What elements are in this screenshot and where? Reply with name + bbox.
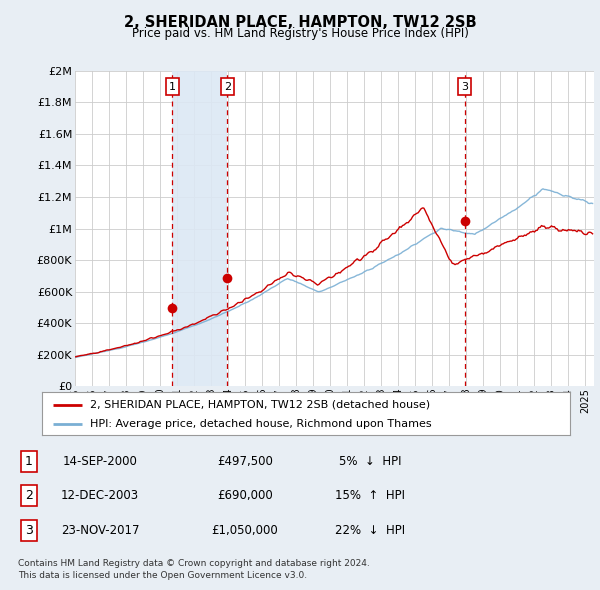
Text: 23-NOV-2017: 23-NOV-2017 [61,523,139,536]
Bar [172,71,227,386]
Text: 5%  ↓  HPI: 5% ↓ HPI [339,455,401,468]
Text: This data is licensed under the Open Government Licence v3.0.: This data is licensed under the Open Gov… [18,571,307,579]
Text: Contains HM Land Registry data © Crown copyright and database right 2024.: Contains HM Land Registry data © Crown c… [18,559,370,568]
Text: 14-SEP-2000: 14-SEP-2000 [62,455,137,468]
Text: £1,050,000: £1,050,000 [212,523,278,536]
Text: 1: 1 [169,81,176,91]
Text: 12-DEC-2003: 12-DEC-2003 [61,489,139,502]
Text: £497,500: £497,500 [217,455,273,468]
Text: 2, SHERIDAN PLACE, HAMPTON, TW12 2SB (detached house): 2, SHERIDAN PLACE, HAMPTON, TW12 2SB (de… [89,399,430,409]
Text: 15%  ↑  HPI: 15% ↑ HPI [335,489,405,502]
Text: 2: 2 [25,489,33,502]
Text: 3: 3 [25,523,33,536]
Text: 1: 1 [25,455,33,468]
Text: 2, SHERIDAN PLACE, HAMPTON, TW12 2SB: 2, SHERIDAN PLACE, HAMPTON, TW12 2SB [124,15,476,30]
Text: 3: 3 [461,81,468,91]
Text: Price paid vs. HM Land Registry's House Price Index (HPI): Price paid vs. HM Land Registry's House … [131,27,469,40]
Text: 2: 2 [224,81,231,91]
Text: 22%  ↓  HPI: 22% ↓ HPI [335,523,405,536]
Text: £690,000: £690,000 [217,489,273,502]
Text: HPI: Average price, detached house, Richmond upon Thames: HPI: Average price, detached house, Rich… [89,419,431,429]
